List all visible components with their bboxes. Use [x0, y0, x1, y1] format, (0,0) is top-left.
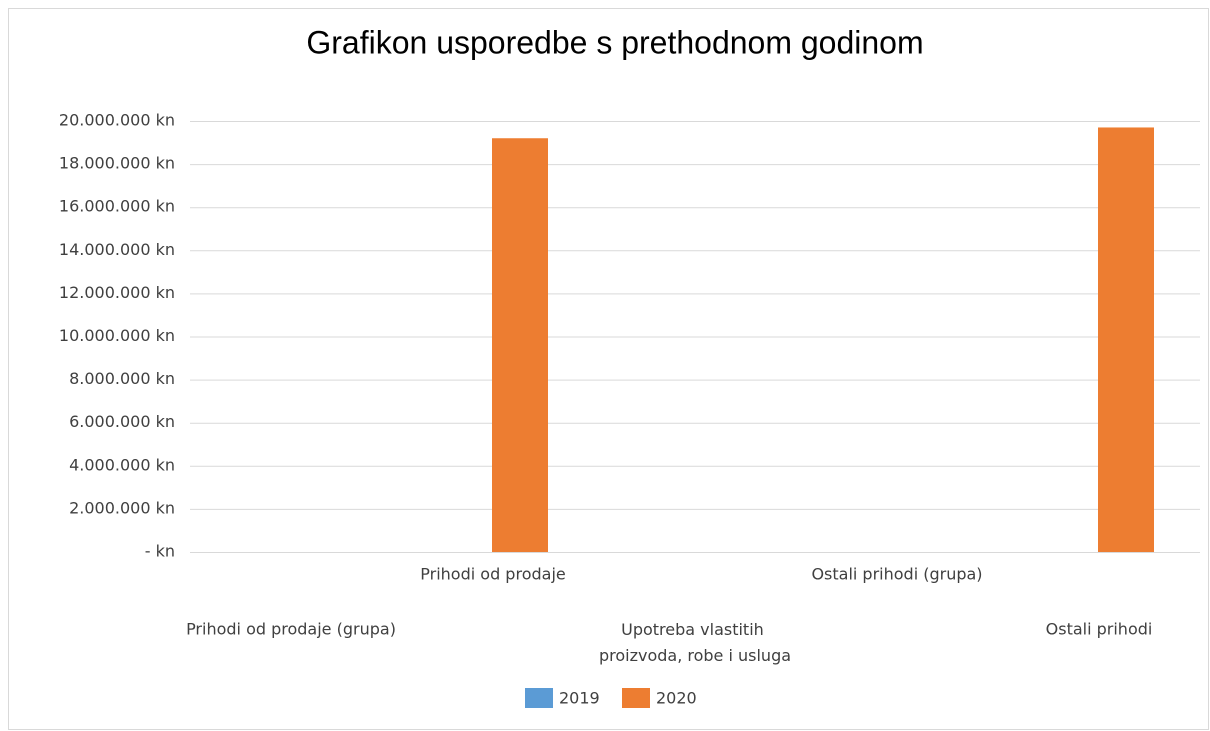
- x-tick-label: Ostali prihodi: [1046, 620, 1153, 639]
- x-tick-label: Prihodi od prodaje (grupa): [186, 620, 396, 639]
- legend-swatch: [525, 688, 553, 708]
- x-tick-label: Prihodi od prodaje: [420, 565, 565, 584]
- y-tick-label: 2.000.000 kn: [69, 498, 175, 517]
- label-line: Upotreba vlastitih: [621, 620, 769, 639]
- bar: [492, 138, 548, 553]
- y-tick-label: 16.000.000 kn: [59, 197, 175, 216]
- legend-label: 2019: [559, 689, 600, 708]
- y-tick-label: 8.000.000 kn: [69, 369, 175, 388]
- y-tick-label: 4.000.000 kn: [69, 455, 175, 474]
- y-tick-label: 14.000.000 kn: [59, 240, 175, 259]
- x-tick-label: Upotreba vlastitih proizvoda, robe i usl…: [599, 620, 791, 665]
- y-tick-label: 6.000.000 kn: [69, 412, 175, 431]
- y-tick-label: 12.000.000 kn: [59, 283, 175, 302]
- y-tick-label: 18.000.000 kn: [59, 154, 175, 173]
- bar: [1098, 127, 1154, 552]
- legend-swatch: [622, 688, 650, 708]
- legend-label: 2020: [656, 689, 697, 708]
- chart-frame: [8, 8, 1209, 730]
- x-tick-label: Ostali prihodi (grupa): [811, 565, 982, 584]
- y-tick-label: 10.000.000 kn: [59, 326, 175, 345]
- chart-title: Grafikon usporedbe s prethodnom godinom: [306, 24, 923, 60]
- label-line: proizvoda, robe i usluga: [599, 646, 791, 665]
- y-tick-label: 20.000.000 kn: [59, 111, 175, 130]
- y-tick-label: - kn: [145, 542, 175, 561]
